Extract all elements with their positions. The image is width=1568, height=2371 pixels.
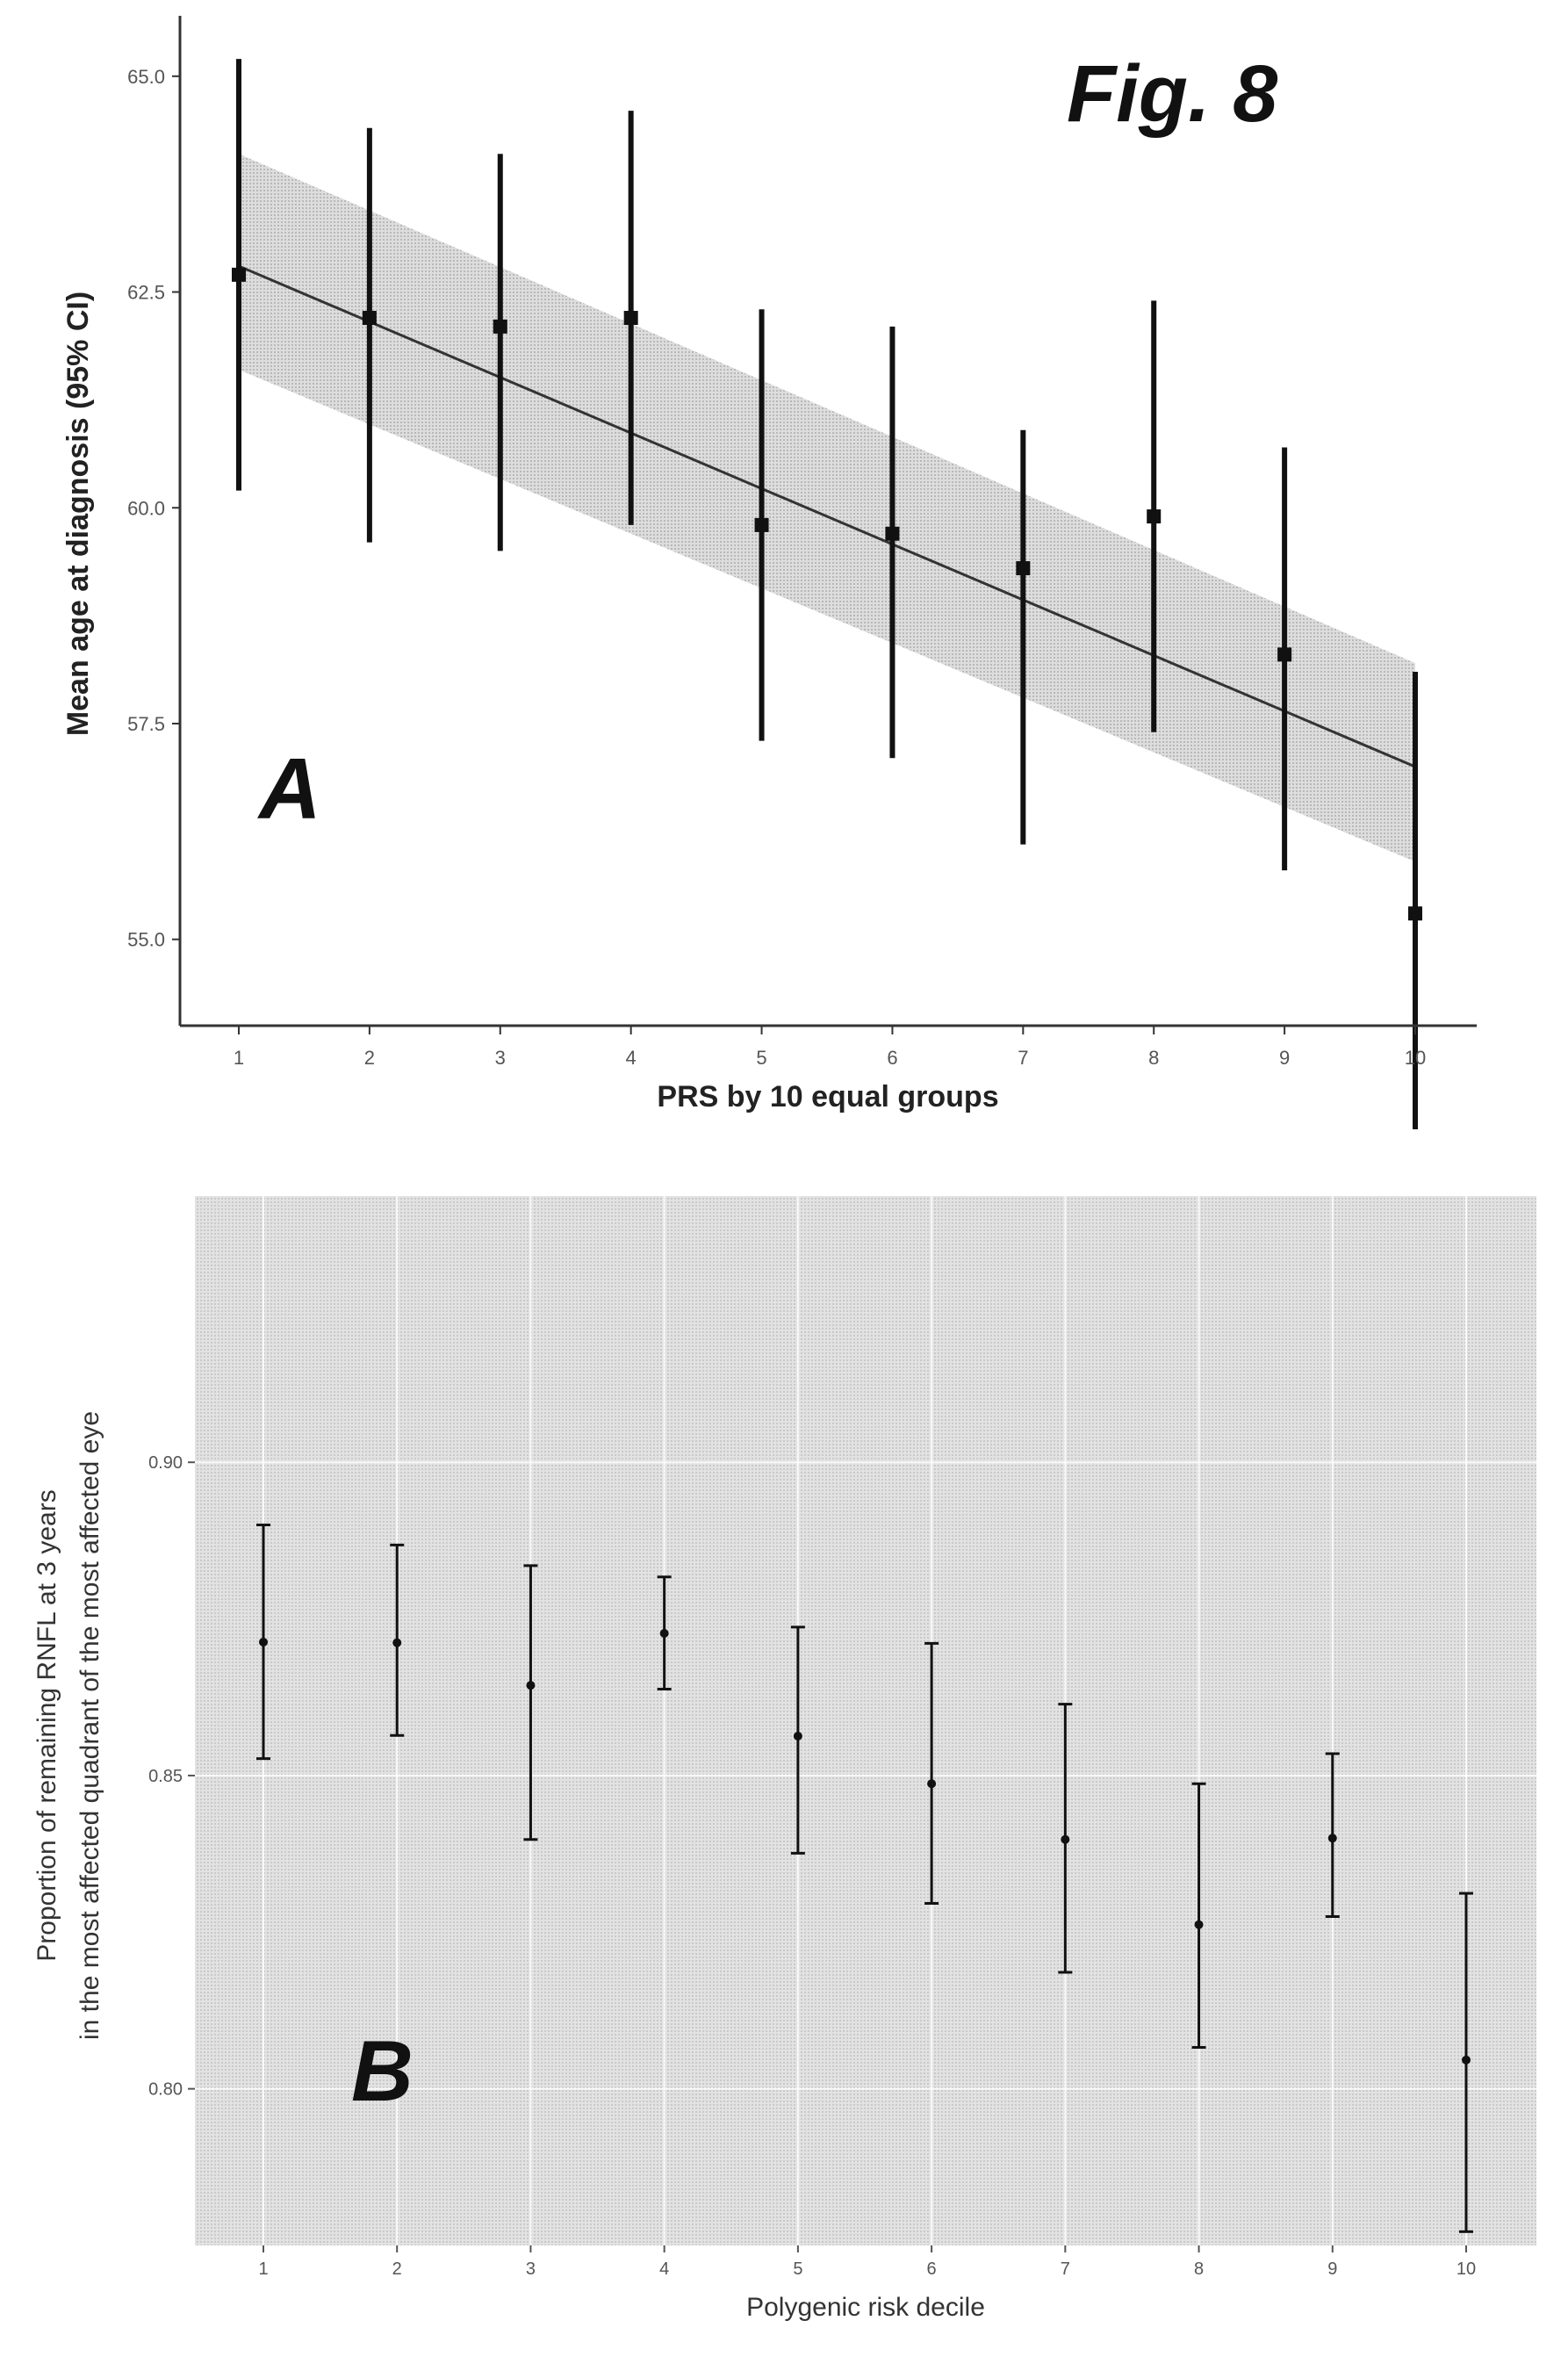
panel-b-x-tick-label: 7 [1061, 2259, 1070, 2279]
panel-a-x-tick-label: 5 [756, 1047, 766, 1069]
panel-b-point [793, 1731, 802, 1740]
panel-a-points [232, 267, 1422, 921]
panel-b-y-tick-label: 0.90 [148, 1453, 183, 1473]
panel-b-points [259, 1628, 1471, 2065]
panel-b-letter: B [351, 2022, 414, 2119]
panel-a-x-tick-label: 1 [234, 1047, 244, 1069]
panel-a-letter: A [256, 740, 321, 837]
panel-b-x-tick-label: 10 [1457, 2259, 1476, 2279]
panel-a-y-tick-label: 62.5 [127, 282, 165, 304]
panel-a-point [232, 267, 246, 282]
panel-a-point [362, 311, 377, 326]
panel-a-point [1408, 906, 1422, 921]
panel-a-y-tick-label: 55.0 [127, 929, 165, 951]
panel-a-x-tick-label: 4 [626, 1047, 637, 1069]
panel-a: 55.0 57.5 60.0 62.5 65.0 1 2 3 4 5 6 7 8 9 10 PRS by … [61, 16, 1477, 1129]
panel-a-y-tick-label: 60.0 [127, 497, 165, 519]
panel-b-point [1462, 2055, 1471, 2065]
panel-b-x-tick-label: 4 [659, 2259, 669, 2279]
panel-b-y-tick-label: 0.85 [148, 1767, 183, 1786]
figure-title: Fig. 8 [1067, 49, 1278, 139]
panel-a-x-tick-label: 9 [1279, 1047, 1290, 1069]
panel-b-point [1194, 1920, 1204, 1929]
panel-b-point [927, 1779, 937, 1789]
panel-a-x-axis-label: PRS by 10 equal groups [657, 1080, 998, 1113]
panel-a-point [1016, 561, 1031, 576]
panel-a-point [754, 517, 769, 532]
panel-a-point [623, 311, 638, 326]
panel-a-x-tick-label: 10 [1405, 1047, 1426, 1069]
panel-b-y-tick-label: 0.80 [148, 2080, 183, 2100]
panel-b-point [1327, 1834, 1337, 1843]
panel-a-x-tick-label: 8 [1148, 1047, 1159, 1069]
panel-b-x-tick-label: 9 [1327, 2259, 1337, 2279]
panel-b-point [392, 1638, 402, 1647]
panel-b-point [526, 1681, 536, 1690]
panel-a-x-tick-label: 6 [887, 1047, 897, 1069]
panel-a-ci-band [239, 154, 1415, 862]
panel-a-x-tick-label: 7 [1018, 1047, 1028, 1069]
panel-b: 0.80 0.85 0.90 1 2 3 4 5 6 7 8 9 10 Polygenic risk … [32, 1196, 1536, 2322]
panel-a-regression-line [238, 264, 1416, 768]
panel-b-plot-background [195, 1196, 1536, 2245]
panel-a-x-tick-label: 2 [364, 1047, 375, 1069]
panel-a-y-axis-label: Mean age at diagnosis (95% CI) [61, 292, 95, 736]
panel-b-x-axis-label: Polygenic risk decile [746, 2293, 985, 2322]
panel-b-y-axis-label: Proportion of remaining RNFL at 3 years [32, 1489, 61, 1961]
panel-b-y-ticks: 0.80 0.85 0.90 [148, 1453, 195, 2100]
panel-a-x-tick-label: 3 [495, 1047, 506, 1069]
panel-b-point [659, 1628, 669, 1638]
panel-b-x-ticks: 1 2 3 4 5 6 7 8 9 10 [258, 2245, 1476, 2279]
panel-a-x-ticks: 1 2 3 4 5 6 7 8 9 10 [234, 1026, 1426, 1069]
panel-b-point [1061, 1834, 1070, 1844]
panel-a-point [493, 319, 507, 334]
panel-b-point [259, 1637, 268, 1647]
panel-a-y-tick-label: 65.0 [127, 66, 165, 88]
panel-a-confidence-band [239, 154, 1415, 862]
panel-b-x-tick-label: 6 [927, 2259, 937, 2279]
panel-b-x-tick-label: 2 [392, 2259, 402, 2279]
panel-b-x-tick-label: 8 [1194, 2259, 1204, 2279]
panel-a-point [1147, 509, 1162, 524]
panel-a-y-ticks: 55.0 57.5 60.0 62.5 65.0 [127, 66, 180, 951]
panel-b-x-tick-label: 3 [526, 2259, 536, 2279]
panel-b-x-tick-label: 1 [258, 2259, 268, 2279]
panel-b-x-tick-label: 5 [793, 2259, 802, 2279]
panel-a-fit-line [238, 264, 1416, 768]
panel-a-point [885, 526, 900, 541]
panel-b-y-axis-label-line2: in the most affected quadrant of the mos… [76, 1411, 104, 2040]
panel-a-y-tick-label: 57.5 [127, 713, 165, 735]
panel-a-point [1277, 647, 1292, 662]
